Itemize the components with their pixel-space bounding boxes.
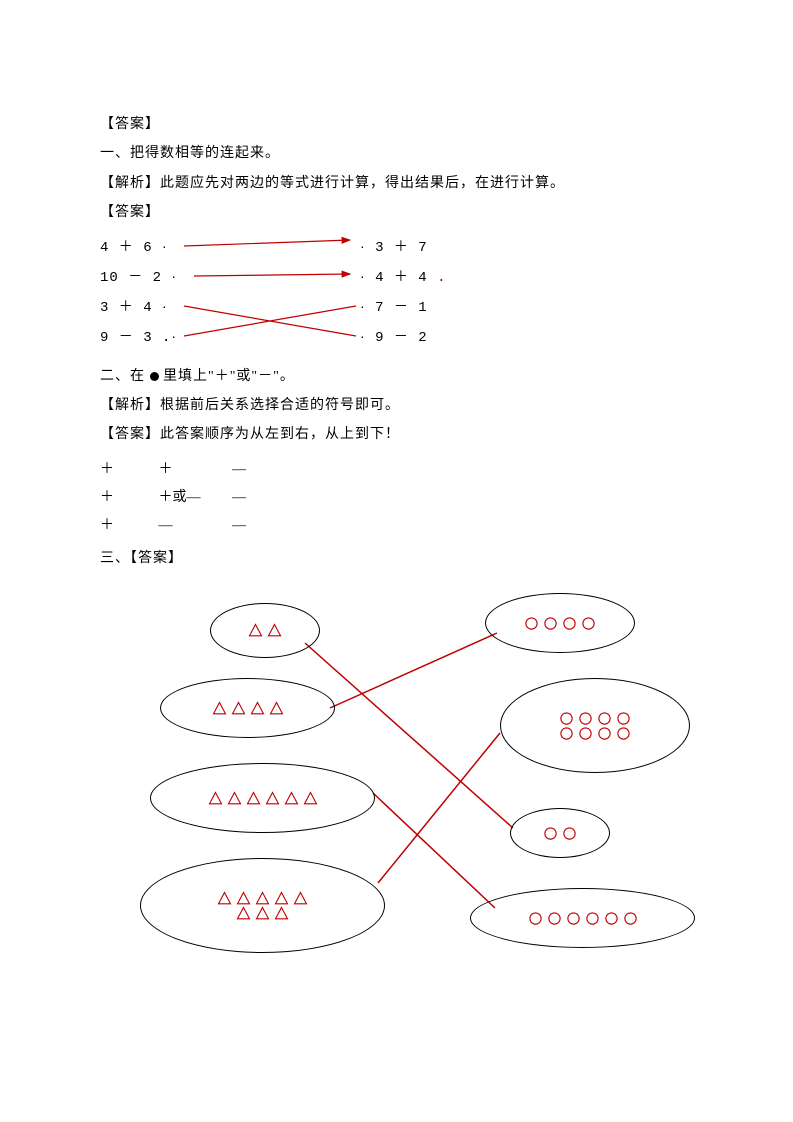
- eq-left-4: 9 － 3 .·: [100, 326, 177, 346]
- eq-right-1: · 3 ＋ 7: [360, 236, 428, 256]
- ans-cell: —: [232, 484, 246, 512]
- eq-left-3: 3 ＋ 4 ·: [100, 296, 168, 316]
- answers-row-2: ＋ ＋或— —: [100, 484, 693, 512]
- q1-title: 一、把得数相等的连起来。: [100, 139, 693, 168]
- eq-right-2: · 4 ＋ 4 .: [360, 266, 447, 286]
- eq-left-1: 4 ＋ 6 ·: [100, 236, 168, 256]
- answer-label-2: 【答案】: [100, 198, 693, 227]
- oval-circles: [470, 888, 695, 948]
- q2-title-pre: 二、在: [100, 369, 150, 384]
- ans-cell: —: [232, 512, 246, 540]
- ans-cell: —: [159, 512, 229, 540]
- ans-cell: ＋或—: [159, 484, 229, 512]
- answer-label-1: 【答案】: [100, 110, 693, 139]
- circle-fill-icon: [150, 372, 159, 381]
- q2-title-post: 里填上"＋"或"－"。: [159, 369, 295, 384]
- oval-circles: [510, 808, 610, 858]
- ans-cell: ＋: [159, 456, 229, 484]
- eq-left-2: 10 － 2 ·: [100, 266, 177, 286]
- eq-right-4: · 9 － 2: [360, 326, 428, 346]
- answers-grid: ＋ ＋ — ＋ ＋或— — ＋ — —: [100, 456, 693, 540]
- oval-triangles: [150, 763, 375, 833]
- eq-right-3: · 7 － 1: [360, 296, 428, 316]
- q2-title: 二、在 里填上"＋"或"－"。: [100, 362, 693, 391]
- oval-triangles: [210, 603, 320, 658]
- q3-title: 三、【答案】: [100, 544, 693, 573]
- q2-answer-label: 【答案】此答案顺序为从左到右，从上到下！: [100, 420, 693, 449]
- oval-triangles: [140, 858, 385, 953]
- q1-analysis: 【解析】此题应先对两边的等式进行计算，得出结果后，在进行计算。: [100, 169, 693, 198]
- oval-circles: [500, 678, 690, 773]
- q2-analysis: 【解析】根据前后关系选择合适的符号即可。: [100, 391, 693, 420]
- ans-cell: ＋: [100, 456, 155, 484]
- matching-diagram: [100, 593, 693, 1013]
- oval-triangles: [160, 678, 335, 738]
- ans-cell: ＋: [100, 512, 155, 540]
- equation-matching-block: 4 ＋ 6 · 10 － 2 · 3 ＋ 4 · 9 － 3 .· · 3 ＋ …: [100, 232, 693, 362]
- answers-row-1: ＋ ＋ —: [100, 456, 693, 484]
- ans-cell: ＋: [100, 484, 155, 512]
- page-root: 【答案】 一、把得数相等的连起来。 【解析】此题应先对两边的等式进行计算，得出结…: [0, 0, 793, 1122]
- ans-cell: —: [232, 456, 246, 484]
- oval-circles: [485, 593, 635, 653]
- answers-row-3: ＋ — —: [100, 512, 693, 540]
